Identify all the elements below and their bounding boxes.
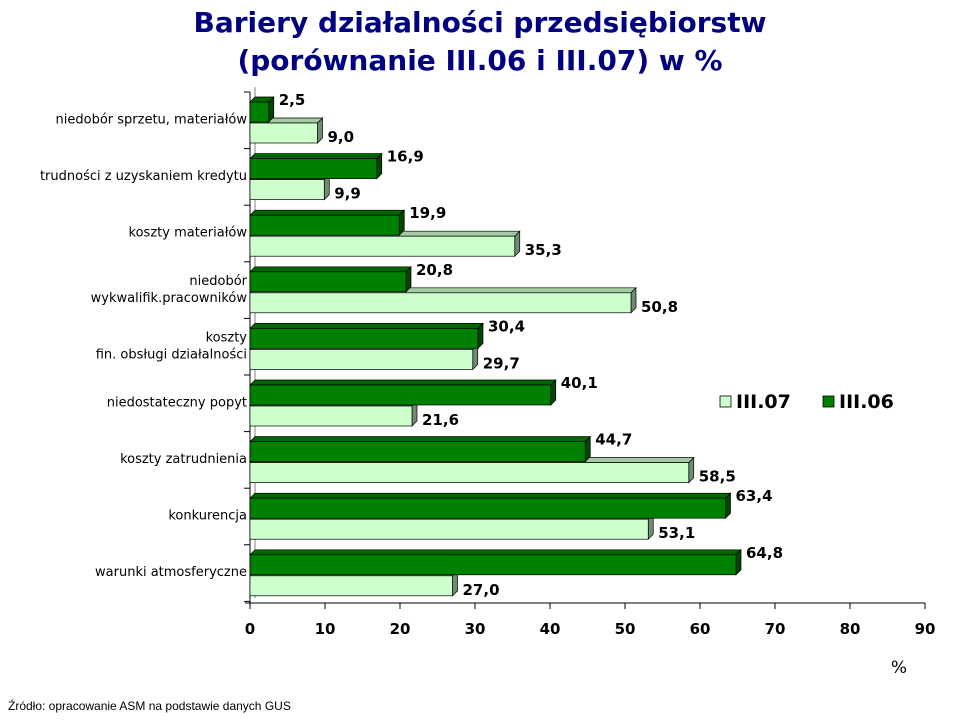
x-tick-label: 90	[915, 620, 936, 638]
bar-front-face	[249, 271, 407, 293]
category-label-line: fin. obsługi działalności	[96, 348, 247, 363]
bar-III.06	[249, 152, 383, 180]
bar-front-face	[249, 349, 474, 370]
category-label-line: trudności z uzyskaniem kredytu	[40, 169, 247, 184]
chart-title-line-1: Bariery działalności przedsiębiorstw	[194, 6, 767, 39]
bar-III.06	[249, 435, 592, 463]
category-label-line: koszty materiałów	[129, 226, 248, 241]
bar-III.06	[249, 548, 742, 576]
bar-front-face	[249, 575, 453, 597]
data-labels: 2,5 9,0 16,9 9,9 19,9 35,3 20,8 50,8 30,4 29,7 40,…	[279, 91, 783, 599]
bar-front-face	[249, 441, 586, 462]
category-label-line: warunki atmosferyczne	[95, 565, 247, 580]
bar-top-face	[249, 549, 742, 556]
category-label: koszty materiałów	[129, 226, 248, 241]
bar-front-face	[249, 235, 516, 257]
category-label-line: niedobór sprzetu, materiałów	[56, 112, 248, 127]
data-label-III.06: 30,4	[488, 317, 525, 335]
x-axis-unit-label: %	[891, 658, 907, 678]
category-label: konkurencja	[168, 509, 247, 524]
bar-III.06	[249, 492, 732, 520]
data-label-III.06: 44,7	[595, 431, 632, 449]
bar-III.06	[249, 322, 484, 350]
category-label: niedostateczny popyt	[107, 395, 247, 410]
bar-top-face	[249, 323, 484, 329]
data-label-III.07: 21,6	[422, 411, 459, 429]
bar-top-face	[249, 153, 383, 159]
bar-III.06	[249, 265, 412, 293]
category-label-line: wykwalifik.pracowników	[91, 291, 248, 306]
data-label-III.07: 58,5	[699, 468, 736, 486]
bar-front-face	[249, 384, 552, 406]
bar-front-face	[249, 328, 479, 349]
x-tick-label: 0	[245, 620, 255, 638]
bar-III.06	[249, 96, 275, 123]
bar-front-face	[249, 122, 318, 144]
data-label-III.06: 2,5	[279, 91, 306, 109]
bar-front-face	[249, 497, 726, 519]
bar-front-face	[249, 214, 400, 236]
data-label-III.07: 29,7	[483, 354, 520, 372]
x-tick-label: 10	[315, 620, 336, 638]
x-tick-label: 70	[765, 620, 786, 638]
bar-front-face	[249, 405, 413, 427]
category-label: trudności z uzyskaniem kredytu	[40, 169, 247, 184]
bar-top-face	[249, 436, 592, 442]
bar-top-face	[249, 209, 406, 216]
chart-title-line-2: (porównanie III.06 i III.07) w %	[237, 44, 722, 77]
bar-front-face	[249, 462, 690, 483]
category-label-line: niedostateczny popyt	[107, 395, 247, 410]
category-label-line: niedobór	[189, 274, 247, 289]
legend-swatch-III.06	[822, 395, 835, 408]
legend-label-III.06: III.06	[839, 391, 894, 413]
data-label-III.07: 27,0	[463, 581, 500, 599]
x-tick-label: 80	[840, 620, 861, 638]
data-label-III.07: 35,3	[525, 241, 562, 259]
bar-front-face	[249, 158, 378, 179]
category-label-line: koszty zatrudnienia	[120, 452, 247, 467]
bar-III.06	[249, 209, 406, 237]
category-label: warunki atmosferyczne	[95, 565, 247, 580]
x-tick-label: 60	[690, 620, 711, 638]
category-label: koszty fin. obsługi działalności	[96, 331, 248, 363]
data-label-III.06: 40,1	[561, 374, 598, 392]
category-label: koszty zatrudnienia	[120, 452, 247, 467]
bar-front-face	[249, 179, 325, 200]
data-label-III.06: 64,8	[746, 544, 783, 562]
category-label: niedobór sprzetu, materiałów	[56, 112, 248, 127]
bar-front-face	[249, 292, 632, 314]
data-label-III.06: 19,9	[409, 204, 446, 222]
x-tick-label: 40	[540, 620, 561, 638]
axes: 0 10 20 30 40 50 60 70 80 90 niedobór sprzetu, mat…	[40, 87, 936, 638]
data-label-III.07: 9,0	[328, 128, 355, 146]
legend: III.07 III.06	[719, 391, 894, 413]
x-tick-label: 20	[390, 620, 411, 638]
bars	[249, 96, 742, 597]
bar-front-face	[249, 554, 737, 576]
category-label-line: konkurencja	[168, 509, 247, 524]
data-label-III.06: 20,8	[416, 261, 453, 279]
bar-top-face	[249, 492, 732, 499]
data-label-III.06: 16,9	[387, 148, 424, 166]
data-label-III.06: 63,4	[736, 487, 773, 505]
x-tick-label: 50	[615, 620, 636, 638]
legend-swatch-III.07	[719, 395, 732, 408]
bar-III.07	[249, 117, 324, 144]
bar-front-face	[249, 101, 270, 123]
bar-front-face	[249, 518, 649, 540]
source-note: Źródło: opracowanie ASM na podstawie dan…	[8, 699, 291, 713]
legend-label-III.07: III.07	[736, 391, 791, 413]
category-label-line: koszty	[206, 331, 248, 346]
data-label-III.07: 53,1	[658, 524, 695, 542]
data-label-III.07: 50,8	[641, 298, 678, 316]
bar-III.06	[249, 379, 557, 406]
bar-top-face	[249, 266, 412, 273]
category-label: niedobór wykwalifik.pracowników	[91, 274, 248, 306]
bar-top-face	[249, 379, 557, 386]
data-label-III.07: 9,9	[334, 185, 361, 203]
x-tick-label: 30	[465, 620, 486, 638]
